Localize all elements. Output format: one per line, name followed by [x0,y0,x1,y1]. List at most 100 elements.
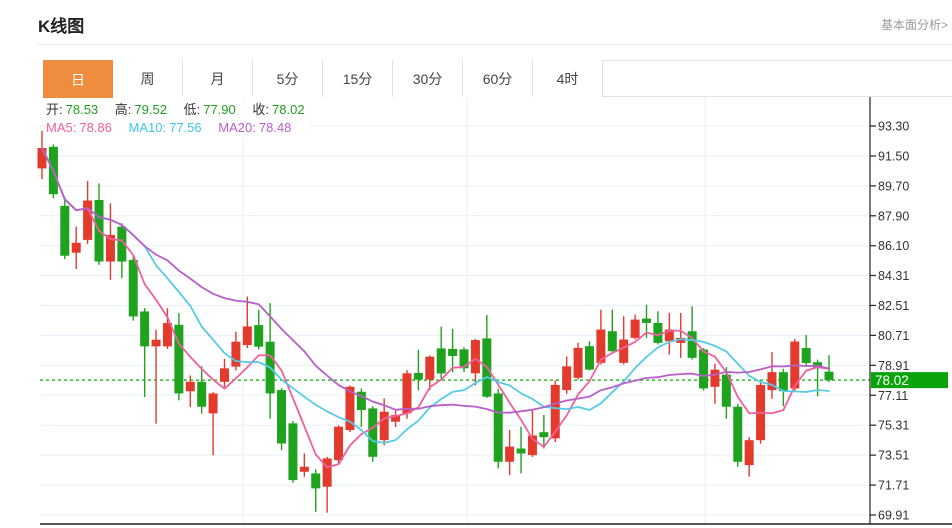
tab-interval-5[interactable]: 30分 [393,60,463,97]
y-tick-label: 80.71 [878,329,909,343]
tab-interval-6[interactable]: 60分 [463,60,533,97]
candle-body [562,366,572,391]
y-tick-label: 75.31 [878,419,909,433]
candle-body [117,226,127,262]
candle-body [242,326,252,346]
candle-body [368,408,378,457]
candle-body [699,349,709,389]
candle-body [60,205,70,256]
candle-body [219,368,229,382]
current-price-text: 78.02 [875,373,909,388]
candle-body [721,374,731,407]
candle-body [83,200,93,240]
candle-body [710,369,720,387]
candle-body [801,348,811,363]
candle-body [334,426,344,461]
y-tick-label: 73.51 [878,449,909,463]
candle-body [322,458,332,487]
tab-interval-3[interactable]: 5分 [253,60,323,97]
tab-interval-7[interactable]: 4时 [533,60,603,97]
candle-body [642,318,652,323]
tab-interval-0[interactable]: 日 [43,60,113,98]
tab-interval-2[interactable]: 月 [183,60,253,97]
candle-body [539,432,549,438]
candle-body [516,448,526,454]
tab-interval-1[interactable]: 周 [113,60,183,97]
candle-body [277,390,287,444]
y-tick-label: 93.30 [878,120,909,134]
y-tick-label: 82.51 [878,299,909,313]
page-title: K线图 [38,17,85,36]
y-tick-label: 89.70 [878,179,909,193]
candle-body [596,329,606,363]
candle-body [584,346,594,370]
current-price-tag [871,372,948,389]
candle-body [630,319,640,338]
y-tick-label: 91.50 [878,149,909,163]
candle-body [607,331,617,352]
candle-body [185,381,195,392]
candle-body [470,340,480,374]
candle-body [288,423,298,481]
candle-body [448,348,458,357]
open-value: 开: 78.53 [46,102,99,117]
candle-body [162,323,172,347]
title-separator [38,44,952,45]
candle-body [345,386,355,431]
candle-body [311,473,321,489]
candle-body [402,373,412,414]
candle-body [105,234,115,262]
y-tick-label: 86.10 [878,239,909,253]
y-tick-label: 87.90 [878,209,909,223]
candle-body [391,415,401,422]
candle-body [459,349,469,369]
candle-body [71,242,81,253]
candle-body [676,337,686,343]
high-value: 高: 79.52 [114,102,167,117]
candle-body [664,329,674,342]
candle-body [231,341,241,367]
candle-body [197,381,207,407]
candle-body [767,372,777,391]
candle-body [413,372,423,380]
interval-tabs: 日周月 5分 15分 30分 60分 4时 [43,60,952,98]
candle-body [128,259,138,317]
candle-body [379,411,389,441]
candle-body [208,393,218,414]
ma-line-MA10 [41,147,830,444]
candle-body [573,347,583,378]
candle-body [619,339,629,363]
candle-body [744,440,754,466]
y-tick-label: 77.11 [878,389,908,403]
candle-body [425,356,435,380]
ma10-value: MA10: 77.56 [128,120,202,135]
candle-body [527,435,537,456]
candle-body [733,406,743,462]
candle-body [653,322,663,343]
ma-legend: MA5: 78.86 MA10: 77.56 MA20: 78.48 [44,119,311,137]
candle-body [140,311,150,347]
ma-line-MA20 [41,147,830,414]
candle-body [37,147,47,169]
y-tick-label: 71.71 [878,479,909,493]
candle-body [493,393,503,462]
candle-body [824,371,834,381]
y-tick-label: 69.91 [878,509,909,523]
candle-body [254,325,264,347]
low-value: 低: 77.90 [183,102,236,117]
y-tick-label: 78.91 [878,359,909,373]
candle-body [299,466,309,472]
ohlc-legend: 开: 78.53 高: 79.52 低: 77.90 收: 78.02 [44,101,324,119]
candle-body [550,384,560,439]
candle-body [151,339,161,347]
tab-interval-4[interactable]: 15分 [323,60,393,97]
candle-body [687,331,697,358]
ma5-value: MA5: 78.86 [46,120,112,135]
candle-body [778,372,788,392]
ma-line-MA5 [41,147,830,469]
candle-body [356,391,366,411]
y-tick-label: 84.31 [878,269,909,283]
fundamental-analysis-link[interactable]: 基本面分析> [880,18,948,32]
